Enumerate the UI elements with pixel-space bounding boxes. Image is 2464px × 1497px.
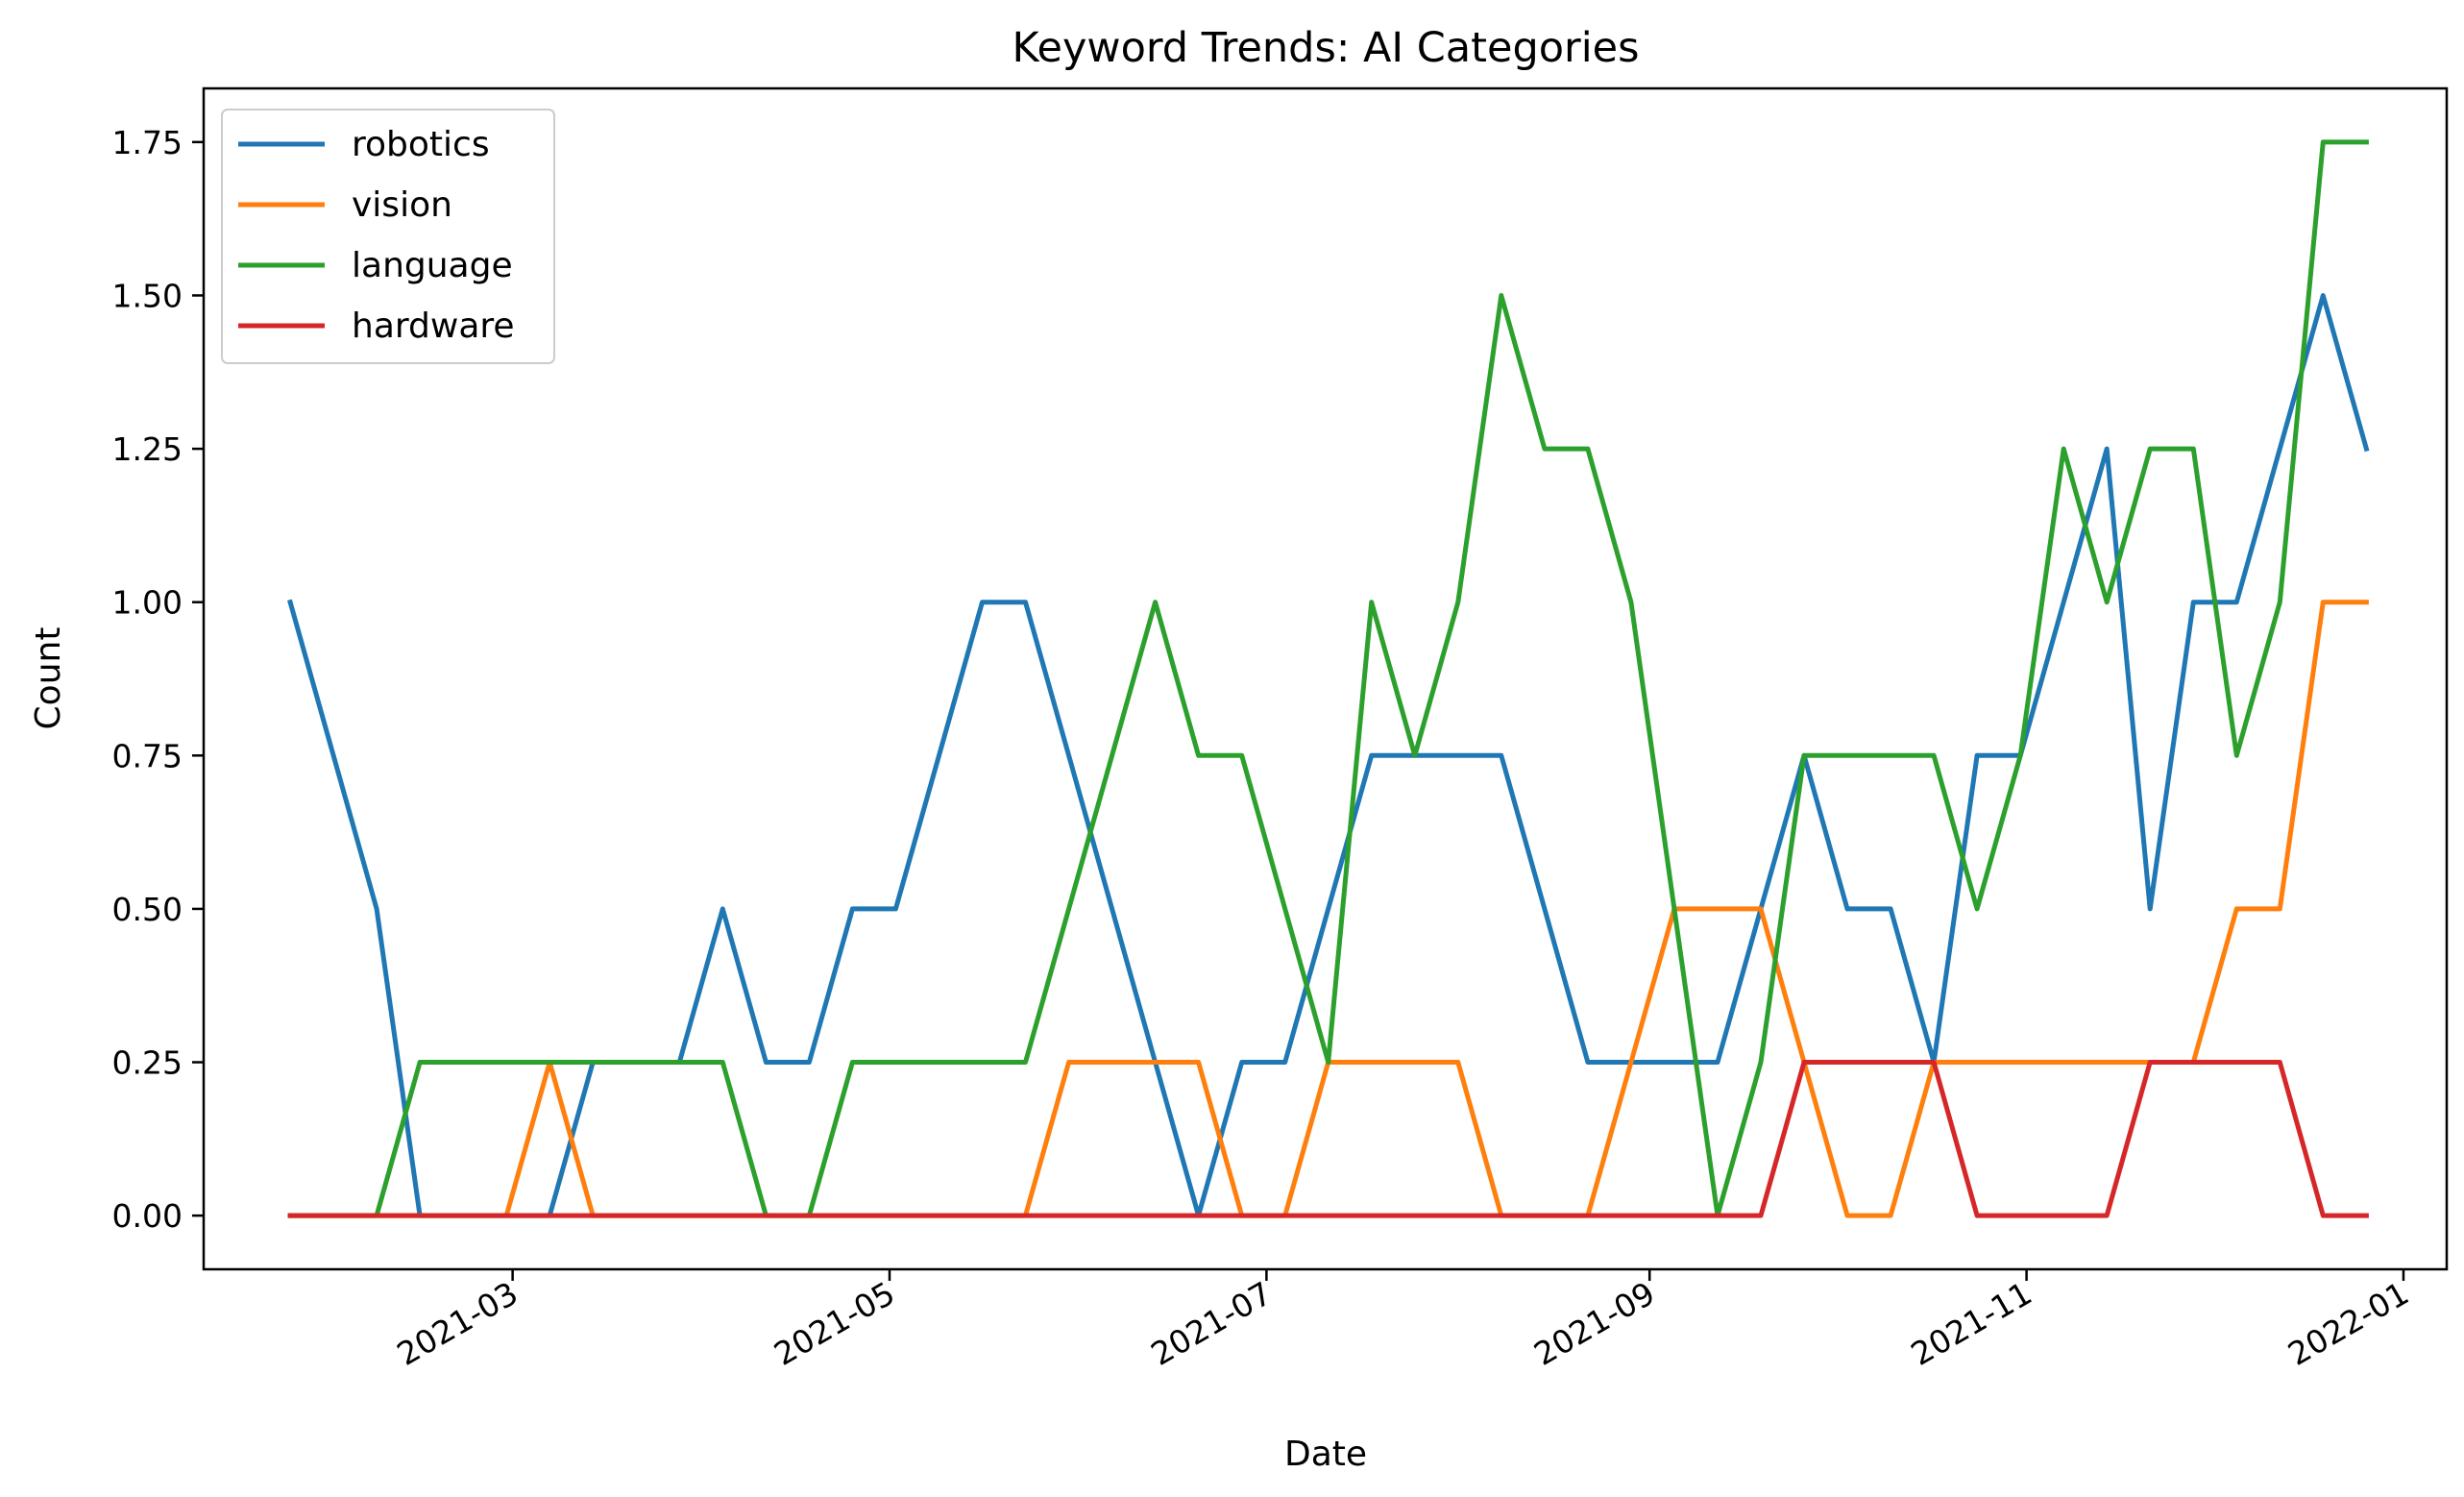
chart-title: Keyword Trends: AI Categories bbox=[1012, 24, 1639, 72]
legend-label-vision: vision bbox=[352, 185, 452, 225]
series-line-robotics bbox=[287, 293, 2370, 1218]
legend-label-robotics: robotics bbox=[352, 125, 490, 164]
y-axis-label: Count bbox=[29, 627, 68, 730]
x-tick-label: 2021-11 bbox=[1905, 1274, 2038, 1373]
plot-lines bbox=[287, 139, 2370, 1218]
x-tick-label: 2021-07 bbox=[1144, 1274, 1278, 1373]
y-axis: 0.00 0.25 0.50 0.75 1.00 1.25 1.50 1.75 bbox=[112, 124, 204, 1235]
y-tick-label: 0.75 bbox=[112, 737, 183, 774]
y-tick-label: 1.25 bbox=[112, 430, 183, 468]
x-tick-label: 2021-03 bbox=[391, 1274, 525, 1373]
y-tick-label: 1.50 bbox=[112, 277, 183, 314]
series-line-language bbox=[287, 139, 2369, 1218]
y-tick-label: 0.50 bbox=[112, 891, 183, 928]
legend-label-hardware: hardware bbox=[352, 307, 515, 346]
x-tick-label: 2022-01 bbox=[2281, 1274, 2415, 1373]
legend-label-language: language bbox=[352, 246, 513, 285]
x-axis-label: Date bbox=[1284, 1435, 1367, 1474]
series-line-hardware bbox=[287, 1060, 2369, 1218]
legend: robotics vision language hardware bbox=[221, 109, 555, 364]
x-tick-label: 2021-05 bbox=[768, 1274, 901, 1373]
legend-box bbox=[221, 109, 555, 364]
y-tick-label: 1.00 bbox=[112, 584, 183, 622]
y-tick-label: 0.00 bbox=[112, 1197, 183, 1235]
y-tick-label: 0.25 bbox=[112, 1044, 183, 1082]
plot-frame bbox=[202, 86, 2449, 1271]
x-tick-label: 2021-09 bbox=[1527, 1274, 1661, 1373]
x-axis: 2021-03 2021-05 2021-07 2021-09 2021-11 2022-… bbox=[391, 1269, 2415, 1373]
y-tick-label: 1.75 bbox=[112, 124, 183, 161]
